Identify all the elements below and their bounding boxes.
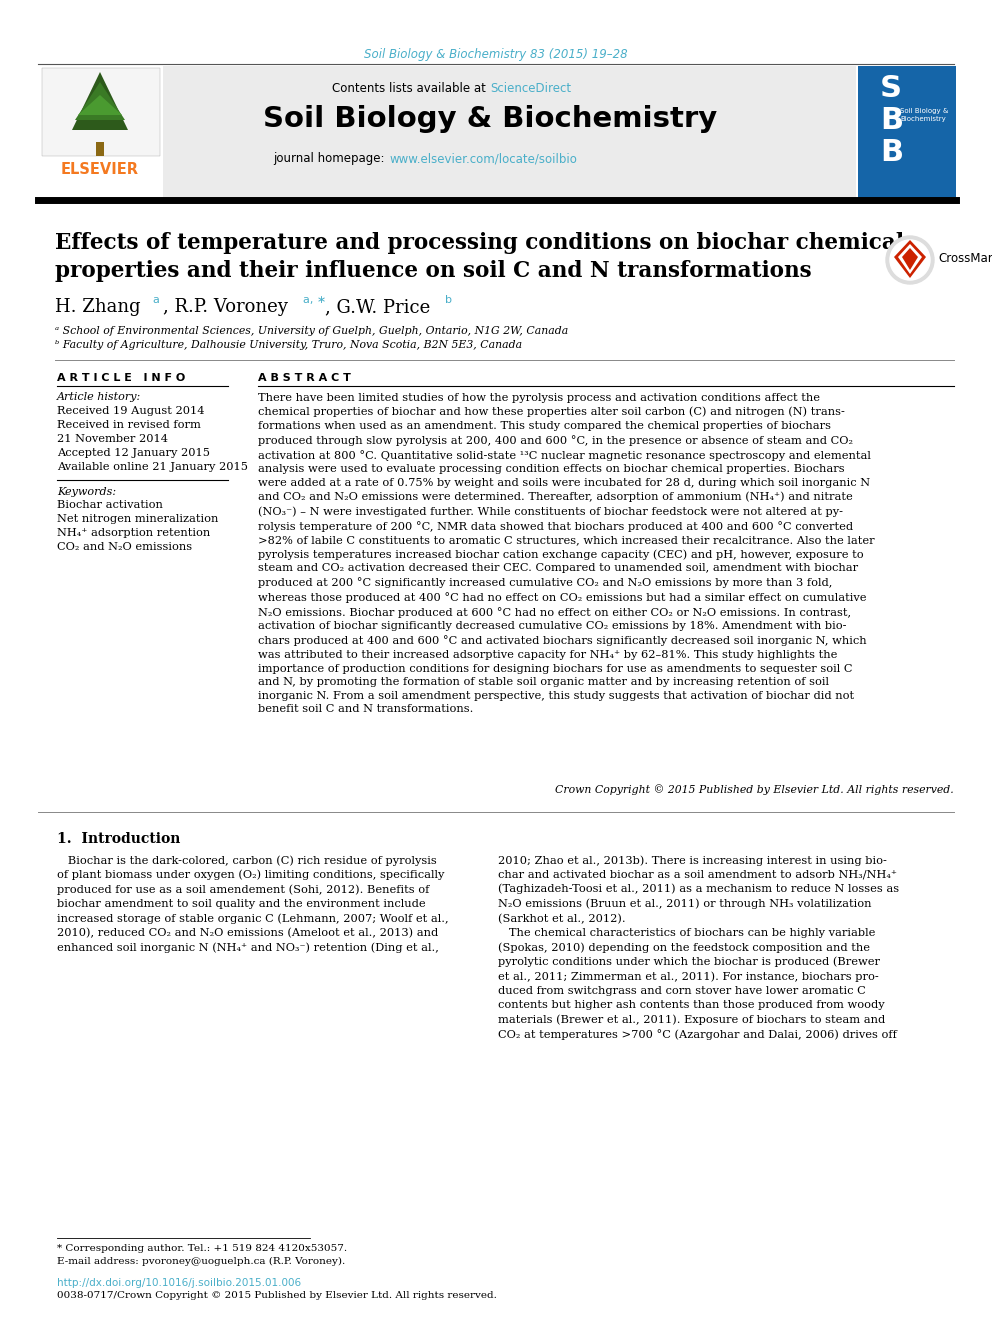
Polygon shape (78, 95, 122, 115)
Text: http://dx.doi.org/10.1016/j.soilbio.2015.01.006: http://dx.doi.org/10.1016/j.soilbio.2015… (57, 1278, 302, 1289)
FancyBboxPatch shape (96, 142, 104, 156)
Text: Keywords:: Keywords: (57, 487, 116, 497)
Text: Available online 21 January 2015: Available online 21 January 2015 (57, 462, 248, 472)
Text: Received in revised form: Received in revised form (57, 419, 200, 430)
Text: Contents lists available at: Contents lists available at (332, 82, 490, 95)
Text: , R.P. Voroney: , R.P. Voroney (163, 298, 288, 316)
Polygon shape (75, 82, 125, 120)
Text: Biochar activation: Biochar activation (57, 500, 163, 509)
Polygon shape (898, 243, 922, 274)
Text: Effects of temperature and processing conditions on biochar chemical: Effects of temperature and processing co… (55, 232, 904, 254)
FancyBboxPatch shape (858, 66, 956, 198)
Text: www.elsevier.com/locate/soilbio: www.elsevier.com/locate/soilbio (389, 152, 577, 165)
Text: Biochemistry: Biochemistry (900, 116, 945, 122)
Text: ᵃ School of Environmental Sciences, University of Guelph, Guelph, Ontario, N1G 2: ᵃ School of Environmental Sciences, Univ… (55, 325, 568, 336)
Text: Biochar is the dark-colored, carbon (C) rich residue of pyrolysis
of plant bioma: Biochar is the dark-colored, carbon (C) … (57, 855, 448, 954)
Text: Soil Biology & Biochemistry 83 (2015) 19–28: Soil Biology & Biochemistry 83 (2015) 19… (364, 48, 628, 61)
FancyBboxPatch shape (42, 67, 160, 156)
Text: 21 November 2014: 21 November 2014 (57, 434, 168, 445)
Text: Crown Copyright © 2015 Published by Elsevier Ltd. All rights reserved.: Crown Copyright © 2015 Published by Else… (556, 785, 954, 795)
Text: Accepted 12 January 2015: Accepted 12 January 2015 (57, 448, 210, 458)
Text: properties and their influence on soil C and N transformations: properties and their influence on soil C… (55, 261, 811, 282)
Text: H. Zhang: H. Zhang (55, 298, 141, 316)
Polygon shape (902, 247, 918, 270)
Text: B: B (880, 138, 903, 167)
Text: E-mail address: pvoroney@uoguelph.ca (R.P. Voroney).: E-mail address: pvoroney@uoguelph.ca (R.… (57, 1257, 345, 1266)
Text: There have been limited studies of how the pyrolysis process and activation cond: There have been limited studies of how t… (258, 393, 875, 714)
Text: Article history:: Article history: (57, 392, 141, 402)
Circle shape (886, 235, 934, 284)
Text: b: b (445, 295, 452, 306)
Text: CO₂ and N₂O emissions: CO₂ and N₂O emissions (57, 542, 192, 552)
Text: a: a (152, 295, 159, 306)
Text: NH₄⁺ adsorption retention: NH₄⁺ adsorption retention (57, 528, 210, 538)
Text: a, ∗: a, ∗ (303, 295, 326, 306)
Text: S: S (880, 74, 902, 103)
Text: ELSEVIER: ELSEVIER (61, 161, 139, 177)
Circle shape (890, 239, 930, 280)
Text: Soil Biology &: Soil Biology & (900, 108, 948, 114)
Text: ScienceDirect: ScienceDirect (490, 82, 571, 95)
FancyBboxPatch shape (38, 66, 163, 198)
Text: B: B (880, 106, 903, 135)
Text: , G.W. Price: , G.W. Price (325, 298, 431, 316)
Polygon shape (894, 239, 926, 278)
Text: 1.  Introduction: 1. Introduction (57, 832, 181, 845)
Polygon shape (72, 71, 128, 130)
Text: A B S T R A C T: A B S T R A C T (258, 373, 351, 382)
Text: Soil Biology & Biochemistry: Soil Biology & Biochemistry (263, 105, 717, 134)
Text: ᵇ Faculty of Agriculture, Dalhousie University, Truro, Nova Scotia, B2N 5E3, Can: ᵇ Faculty of Agriculture, Dalhousie Univ… (55, 340, 522, 351)
FancyBboxPatch shape (38, 66, 856, 198)
Text: journal homepage:: journal homepage: (273, 152, 388, 165)
Text: A R T I C L E   I N F O: A R T I C L E I N F O (57, 373, 186, 382)
Text: Net nitrogen mineralization: Net nitrogen mineralization (57, 515, 218, 524)
Text: * Corresponding author. Tel.: +1 519 824 4120x53057.: * Corresponding author. Tel.: +1 519 824… (57, 1244, 347, 1253)
Text: 0038-0717/Crown Copyright © 2015 Published by Elsevier Ltd. All rights reserved.: 0038-0717/Crown Copyright © 2015 Publish… (57, 1291, 497, 1301)
Text: 2010; Zhao et al., 2013b). There is increasing interest in using bio-
char and a: 2010; Zhao et al., 2013b). There is incr… (498, 855, 899, 1040)
Text: Received 19 August 2014: Received 19 August 2014 (57, 406, 204, 415)
Text: CrossMark: CrossMark (938, 251, 992, 265)
